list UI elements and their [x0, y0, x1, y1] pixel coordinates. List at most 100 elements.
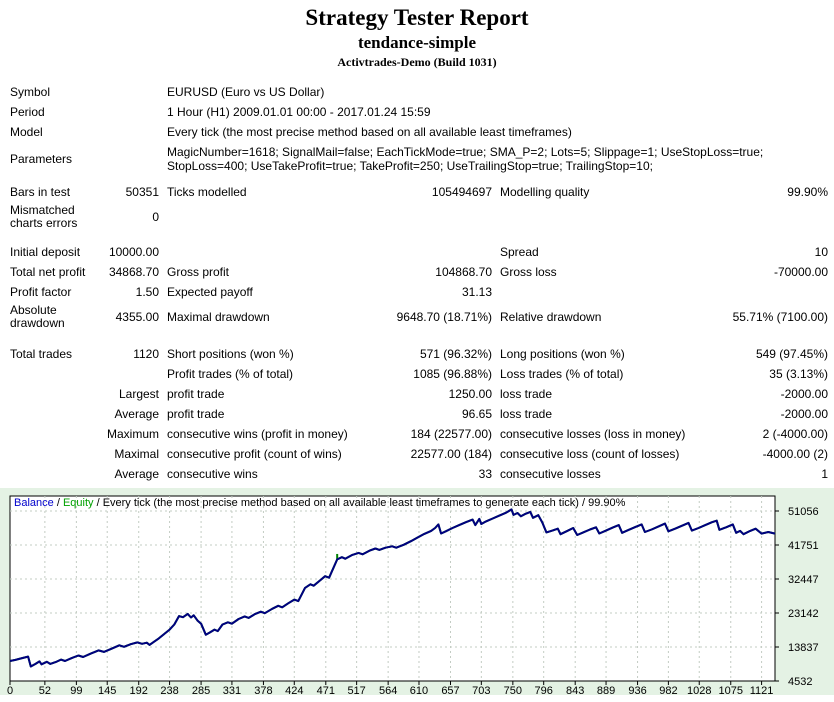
svg-text:471: 471: [317, 685, 335, 695]
row-right-group: Gross loss -70000.00: [492, 265, 834, 279]
mid-label: consecutive wins: [167, 467, 258, 481]
svg-text:99: 99: [70, 685, 82, 695]
row-right-group: Relative drawdown 55.71% (7100.00): [492, 310, 834, 324]
balance-chart: Balance / Equity / Every tick (the most …: [0, 488, 834, 697]
row-right-group: loss trade -2000.00: [492, 387, 834, 401]
mid-label: Expected payoff: [167, 285, 253, 299]
svg-text:52: 52: [39, 685, 51, 695]
mid-value: 33: [478, 467, 492, 481]
right-value: 1: [821, 467, 828, 481]
row-mid-group: consecutive profit (count of wins) 22577.…: [159, 447, 492, 461]
row-value-left: Average: [114, 406, 159, 421]
broker-build: Activtrades-Demo (Build 1031): [337, 55, 497, 69]
row-value-left: Maximal: [114, 446, 159, 461]
report-row: Maximal consecutive profit (count of wins…: [0, 444, 834, 464]
right-value: 99.90%: [787, 185, 828, 199]
right-value: 35 (3.13%): [769, 367, 828, 381]
right-label: Modelling quality: [500, 185, 590, 199]
mid-value: 31.13: [461, 285, 492, 299]
mid-value: 9648.70 (18.71%): [396, 310, 492, 324]
svg-text:4532: 4532: [788, 676, 812, 688]
row-label: Parameters: [10, 151, 73, 166]
right-label: Loss trades (% of total): [500, 367, 624, 381]
right-value: -4000.00 (2): [762, 447, 828, 461]
expert-name: tendance-simple: [357, 33, 477, 52]
row-value-left: 10000.00: [108, 244, 159, 259]
svg-text:564: 564: [379, 685, 397, 695]
report-row: Largest profit trade 1250.00 loss trade -200…: [0, 384, 834, 404]
row-mid-group: MagicNumber=1618; SignalMail=false; Each…: [159, 145, 834, 173]
right-value: 55.71% (7100.00): [732, 310, 828, 324]
row-mid-group: 1 Hour (H1) 2009.01.01 00:00 - 2017.01.2…: [159, 105, 834, 119]
row-label: Period: [10, 104, 45, 119]
svg-text:1121: 1121: [750, 685, 774, 695]
row-value-left: Largest: [118, 386, 159, 401]
svg-text:238: 238: [160, 685, 178, 695]
row-right-group: loss trade -2000.00: [492, 407, 834, 421]
mid-label: Profit trades (% of total): [167, 367, 294, 381]
mid-label: Gross profit: [167, 265, 230, 279]
row-label: Profit factor: [10, 284, 72, 299]
report-row: Profit factor 1.50 Expected payoff 31.13: [0, 282, 834, 302]
svg-text:517: 517: [347, 685, 365, 695]
row-right-group: consecutive loss (count of losses) -4000.…: [492, 447, 834, 461]
report-row: Mismatched charts errors 0: [0, 202, 834, 232]
row-mid-group: Ticks modelled 105494697: [159, 185, 492, 199]
mid-label: 1 Hour (H1) 2009.01.01 00:00 - 2017.01.2…: [167, 105, 431, 119]
row-value-left: Maximum: [106, 426, 159, 441]
legend-equity: Equity: [62, 497, 94, 509]
right-label: Spread: [500, 245, 539, 259]
report-row: Model Every tick (the most precise method…: [0, 122, 834, 142]
report-row: Total net profit 34868.70 Gross profit 1048…: [0, 262, 834, 282]
report-row: Absolute drawdown 4355.00 Maximal drawdown…: [0, 302, 834, 332]
right-label: Gross loss: [500, 265, 557, 279]
row-mid-group: Gross profit 104868.70: [159, 265, 492, 279]
right-label: loss trade: [500, 387, 553, 401]
row-label: Model: [10, 124, 43, 139]
svg-text:610: 610: [410, 685, 428, 695]
right-label: Relative drawdown: [500, 310, 602, 324]
svg-text:936: 936: [628, 685, 646, 695]
right-value: -2000.00: [780, 387, 828, 401]
right-label: consecutive losses: [500, 467, 601, 481]
mid-label: consecutive wins (profit in money): [167, 427, 348, 441]
row-value-left: Average: [114, 466, 159, 481]
svg-text:192: 192: [130, 685, 148, 695]
mid-value: 184 (22577.00): [410, 427, 492, 441]
svg-text:424: 424: [285, 685, 303, 695]
row-mid-group: consecutive wins (profit in money) 184 (2…: [159, 427, 492, 441]
svg-text:51056: 51056: [788, 506, 819, 518]
mid-label: Maximal drawdown: [167, 310, 270, 324]
mid-value: 22577.00 (184): [410, 447, 492, 461]
svg-text:1075: 1075: [719, 685, 743, 695]
mid-value: 1250.00: [448, 387, 492, 401]
mid-label: consecutive profit (count of wins): [167, 447, 342, 461]
row-label: Mismatched charts errors: [10, 203, 78, 230]
report-row: Total trades 1120 Short positions (won %) 5…: [0, 344, 834, 364]
right-value: 10: [814, 245, 828, 259]
row-value-left: 1120: [133, 346, 159, 361]
svg-text:23142: 23142: [788, 608, 819, 620]
svg-text:843: 843: [566, 685, 584, 695]
chart-legend: Balance / Equity / Every tick (the most …: [14, 497, 625, 509]
row-mid-group: Every tick (the most precise method base…: [159, 125, 834, 139]
mid-value: 96.65: [461, 407, 492, 421]
right-label: consecutive loss (count of losses): [500, 447, 680, 461]
report-header: Strategy Tester Report tendance-simple A…: [0, 0, 834, 69]
row-right-group: Spread 10: [492, 245, 834, 259]
mid-value: 105494697: [431, 185, 492, 199]
legend-separator: /: [53, 497, 63, 509]
svg-text:13837: 13837: [788, 642, 819, 654]
row-mid-group: profit trade 1250.00: [159, 387, 492, 401]
right-label: loss trade: [500, 407, 553, 421]
report-row: Period 1 Hour (H1) 2009.01.01 00:00 - 201…: [0, 102, 834, 122]
row-mid-group: Short positions (won %) 571 (96.32%): [159, 347, 492, 361]
svg-text:0: 0: [7, 685, 13, 695]
row-right-group: consecutive losses 1: [492, 467, 834, 481]
row-mid-group: Profit trades (% of total) 1085 (96.88%): [159, 367, 492, 381]
svg-text:331: 331: [223, 685, 241, 695]
svg-text:750: 750: [504, 685, 522, 695]
row-right-group: Modelling quality 99.90%: [492, 185, 834, 199]
right-value: -2000.00: [780, 407, 828, 421]
svg-text:889: 889: [597, 685, 615, 695]
